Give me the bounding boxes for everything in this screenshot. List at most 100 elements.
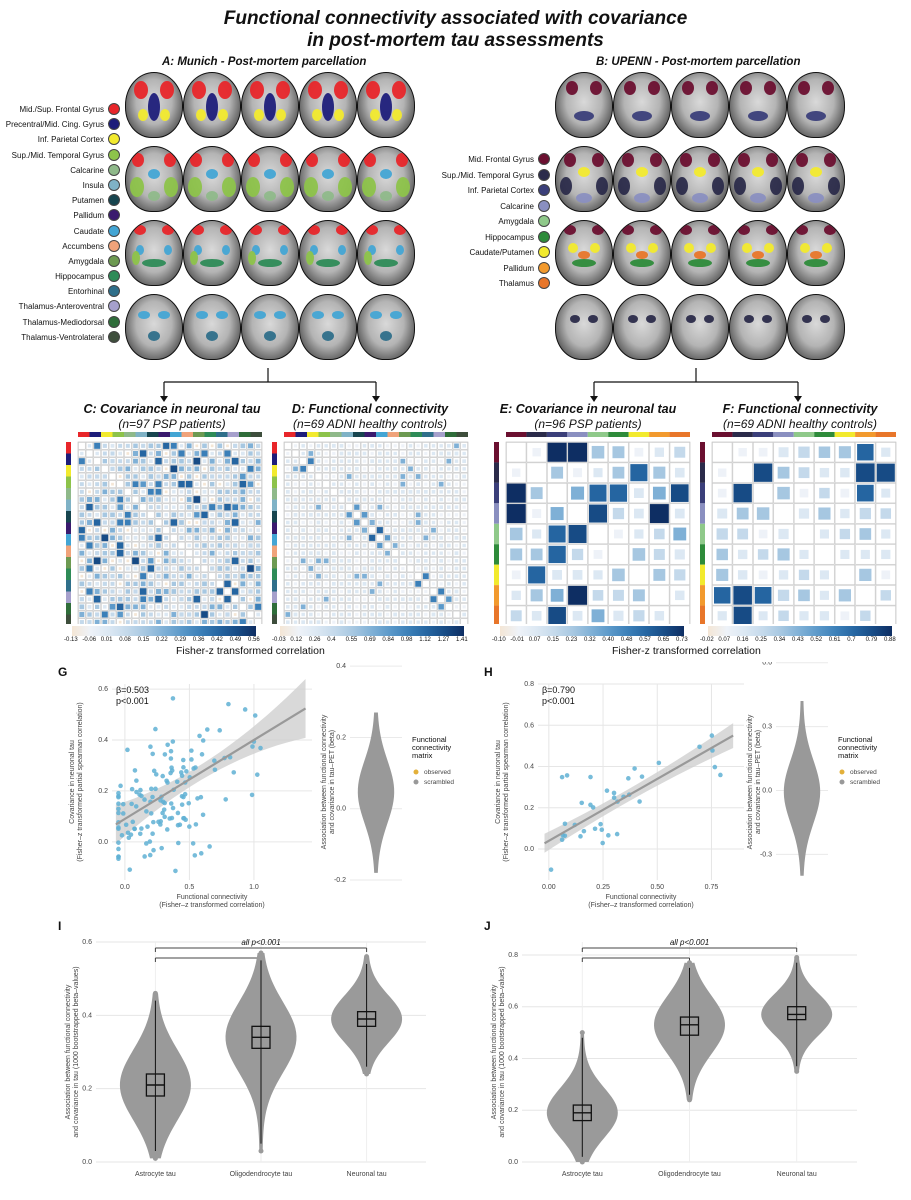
y-tick-label: 0.8 xyxy=(508,952,518,959)
a-brain-slice xyxy=(299,220,357,286)
a-legend-item: Thalamus-Mediodorsal xyxy=(4,315,122,330)
e-col-color-strip xyxy=(669,432,690,437)
c-row-color-strip xyxy=(66,557,71,569)
c-col-color-strip xyxy=(204,432,216,437)
a-region-blob xyxy=(394,225,406,235)
a-region-blob xyxy=(164,153,176,167)
c-matrix-square xyxy=(155,488,162,495)
f-matrix-square xyxy=(758,611,768,621)
d-matrix-square xyxy=(332,474,336,479)
a-region-blob xyxy=(368,245,376,255)
c-matrix-square xyxy=(225,558,230,564)
c-matrix-square xyxy=(209,619,215,624)
c-col-color-strip xyxy=(124,432,136,437)
d-matrix-square xyxy=(316,513,321,517)
a-brain-slice xyxy=(125,72,183,138)
a-region-blob xyxy=(322,93,334,121)
data-point xyxy=(142,854,147,859)
e-matrix-square xyxy=(510,610,522,622)
b-region-blob xyxy=(680,153,692,167)
c-matrix-square xyxy=(110,505,115,509)
c-matrix-square xyxy=(102,581,107,586)
d-matrix-square xyxy=(447,444,451,448)
a-region-blob xyxy=(276,109,286,121)
f-matrix-square xyxy=(758,570,768,580)
b-brain-slice xyxy=(729,294,787,360)
d-matrix-square xyxy=(316,597,321,601)
colorbar-tick: -0.13 xyxy=(64,637,78,643)
regression-line xyxy=(543,734,734,845)
d-matrix-square xyxy=(324,513,328,517)
d-matrix-square xyxy=(393,512,398,517)
c-matrix-square xyxy=(202,597,207,602)
a-region-blob xyxy=(160,81,174,99)
c-matrix-square xyxy=(156,604,161,609)
d-matrix-square xyxy=(447,589,451,594)
d-matrix-square xyxy=(439,566,443,571)
d-matrix-square xyxy=(370,566,375,571)
d-matrix-square xyxy=(332,536,336,540)
a-region-blob xyxy=(338,177,352,197)
d-matrix-square xyxy=(431,551,436,555)
d-matrix-square xyxy=(323,558,329,564)
a-legend-label: Thalamus-Ventrolateral xyxy=(21,332,104,342)
c-row-color-strip xyxy=(66,511,71,523)
a-region-blob xyxy=(194,245,202,255)
c-matrix-square xyxy=(87,558,92,564)
c-matrix-square xyxy=(225,512,230,517)
c-matrix-square xyxy=(80,574,84,578)
c-matrix-square xyxy=(195,475,199,478)
c-matrix-cell xyxy=(78,442,86,450)
c-matrix-square xyxy=(147,565,154,572)
d-matrix-square xyxy=(316,582,321,586)
c-matrix-square xyxy=(148,581,154,587)
d-matrix-square xyxy=(324,574,329,579)
d-matrix-square xyxy=(447,497,451,502)
e-matrix-square xyxy=(509,527,523,541)
y-tick-label: 0.0 xyxy=(82,1159,92,1166)
d-col-color-strip xyxy=(456,432,468,437)
e-matrix-square xyxy=(649,504,669,524)
c-matrix-square xyxy=(240,504,246,510)
c-matrix-square xyxy=(194,451,200,456)
a-legend-swatch xyxy=(108,315,120,328)
d-matrix-square xyxy=(378,444,382,448)
d-matrix-square xyxy=(431,513,436,517)
c-matrix-square xyxy=(187,589,192,594)
d-matrix-square xyxy=(393,574,397,578)
null-tick-label: -0.2 xyxy=(334,877,346,884)
data-point xyxy=(142,797,147,802)
d-matrix-square xyxy=(347,543,351,548)
b-brain-slice xyxy=(613,146,671,212)
d-matrix-square xyxy=(462,612,467,617)
d-matrix-square xyxy=(324,459,328,463)
c-matrix-square xyxy=(217,459,222,464)
b-region-blob xyxy=(676,177,688,195)
a-region-blob xyxy=(396,153,408,167)
c-matrix-square xyxy=(164,535,169,540)
d-matrix-square xyxy=(400,551,405,556)
c-matrix-cell xyxy=(216,580,224,588)
a-legend-label: Thalamus-Anteroventral xyxy=(18,302,104,312)
data-point xyxy=(125,747,130,753)
b-brain-slice xyxy=(671,72,729,138)
panel-f-title-text: F: Functional connectivity xyxy=(722,402,878,416)
d-matrix-square xyxy=(424,497,428,502)
colorbar-tick: 0.32 xyxy=(584,637,596,643)
d-matrix-square xyxy=(424,566,428,571)
b-region-blob xyxy=(568,243,578,253)
c-matrix-square xyxy=(255,535,261,541)
d-matrix-square xyxy=(307,458,314,465)
c-matrix-square xyxy=(87,444,92,448)
c-matrix-square xyxy=(210,535,215,540)
c-matrix-square xyxy=(179,520,184,525)
d-matrix-square xyxy=(385,597,390,602)
b-legend-swatch xyxy=(538,215,550,227)
colorbar-tick: 0.55 xyxy=(345,637,358,643)
a-region-blob xyxy=(280,245,288,255)
a-region-blob xyxy=(396,177,410,197)
a-legend-label: Hippocampus xyxy=(55,272,104,282)
c-matrix-square xyxy=(256,612,261,617)
d-matrix-square xyxy=(424,505,428,509)
d-matrix-square xyxy=(355,497,359,502)
